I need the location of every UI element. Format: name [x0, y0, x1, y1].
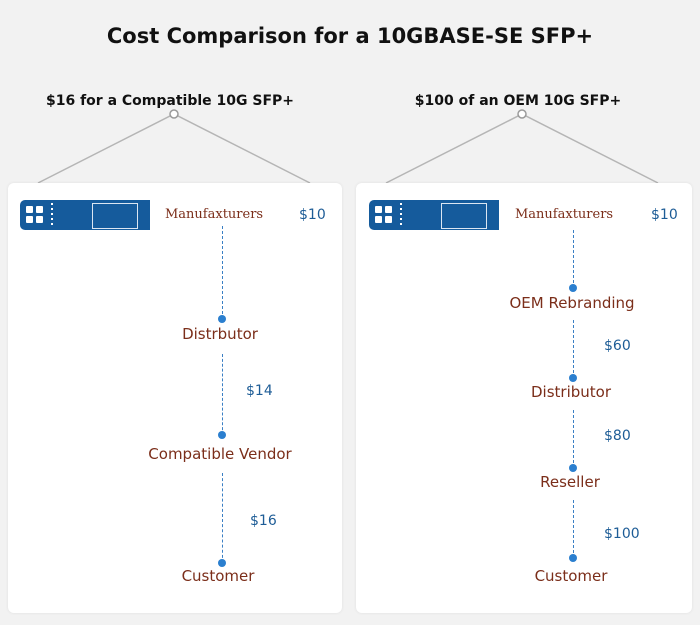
- compatible-manufacturer-label: Manufaxturers: [165, 207, 264, 222]
- flow-node-dot: [218, 315, 226, 323]
- flow-line: [573, 410, 574, 468]
- oem-bracket-knob: [517, 109, 527, 119]
- flow-line: [573, 320, 574, 378]
- flow-line: [573, 230, 574, 288]
- flow-node-dot: [569, 464, 577, 472]
- flow-line: [222, 354, 223, 435]
- flow-line: [573, 500, 574, 558]
- compatible-manufacturer-price: $10: [299, 207, 326, 223]
- compatible-bracket: [37, 113, 311, 184]
- sfp-module-icon: [20, 200, 150, 230]
- compatible-step-price: $16: [250, 513, 277, 529]
- oem-step-distributor: Distributor: [530, 383, 612, 401]
- compatible-step-price: $14: [246, 383, 273, 399]
- oem-step-reseller: Reseller: [540, 473, 600, 491]
- oem-step-price: $100: [604, 526, 640, 542]
- flow-node-dot: [569, 284, 577, 292]
- oem-manufacturer-price: $10: [651, 207, 678, 223]
- compatible-step-customer: Customer: [181, 567, 255, 585]
- oem-step-customer: Customer: [534, 567, 608, 585]
- oem-heading: $100 of an OEM 10G SFP+: [414, 93, 622, 109]
- compatible-heading: $16 for a Compatible 10G SFP+: [45, 93, 295, 109]
- compatible-bracket-knob: [169, 109, 179, 119]
- flow-node-dot: [569, 554, 577, 562]
- module-grid-icon: [26, 206, 44, 224]
- oem-card: [356, 183, 692, 613]
- oem-step-price: $60: [604, 338, 631, 354]
- flow-node-dot: [218, 431, 226, 439]
- oem-bracket: [385, 113, 659, 184]
- oem-manufacturer-label: Manufaxturers: [515, 207, 614, 222]
- module-grid-icon: [375, 206, 393, 224]
- flow-line: [222, 226, 223, 319]
- flow-line: [222, 473, 223, 563]
- sfp-module-icon: [369, 200, 499, 230]
- oem-step-rebranding: OEM Rebranding: [509, 294, 635, 312]
- flow-node-dot: [218, 559, 226, 567]
- flow-node-dot: [569, 374, 577, 382]
- oem-step-price: $80: [604, 428, 631, 444]
- compatible-step-vendor: Compatible Vendor: [148, 445, 292, 463]
- compatible-card: [8, 183, 342, 613]
- page-title: Cost Comparison for a 10GBASE-SE SFP+: [106, 24, 594, 48]
- compatible-step-distributor: Distrbutor: [182, 325, 258, 343]
